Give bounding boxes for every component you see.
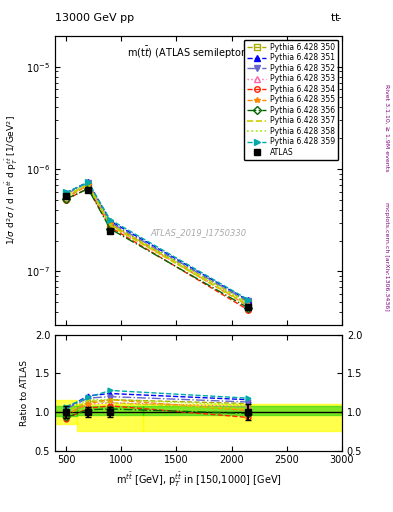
- Pythia 6.428 356: [246, 305, 250, 311]
- Line: Pythia 6.428 351: Pythia 6.428 351: [63, 179, 251, 303]
- Pythia 6.428 355: [86, 182, 90, 188]
- Line: Pythia 6.428 355: Pythia 6.428 355: [63, 183, 251, 309]
- Pythia 6.428 358: [246, 300, 250, 306]
- Pythia 6.428 356: [108, 226, 112, 232]
- Line: Pythia 6.428 352: Pythia 6.428 352: [63, 180, 251, 304]
- Pythia 6.428 358: [108, 221, 112, 227]
- Y-axis label: 1/$\sigma$ d$^2\sigma$ / d m$^{t\bar{t}}$ d p$_T^{t\bar{t}}$ [1/GeV$^2$]: 1/$\sigma$ d$^2\sigma$ / d m$^{t\bar{t}}…: [4, 116, 20, 245]
- Pythia 6.428 356: [64, 196, 68, 202]
- Pythia 6.428 355: [108, 221, 112, 227]
- Y-axis label: Ratio to ATLAS: Ratio to ATLAS: [20, 360, 29, 426]
- Pythia 6.428 356: [86, 186, 90, 192]
- Pythia 6.428 354: [64, 197, 68, 203]
- Pythia 6.428 359: [108, 217, 112, 223]
- Line: Pythia 6.428 357: Pythia 6.428 357: [66, 184, 248, 305]
- Line: Pythia 6.428 359: Pythia 6.428 359: [63, 180, 251, 302]
- Pythia 6.428 351: [108, 218, 112, 224]
- Text: Rivet 3.1.10, ≥ 1.9M events: Rivet 3.1.10, ≥ 1.9M events: [384, 84, 389, 172]
- Pythia 6.428 351: [64, 190, 68, 196]
- Pythia 6.428 352: [108, 220, 112, 226]
- X-axis label: m$^{t\bar{t}}$ [GeV], p$_T^{t\bar{t}}$ in [150,1000] [GeV]: m$^{t\bar{t}}$ [GeV], p$_T^{t\bar{t}}$ i…: [116, 471, 281, 489]
- Pythia 6.428 354: [108, 224, 112, 230]
- Pythia 6.428 354: [246, 307, 250, 313]
- Line: Pythia 6.428 354: Pythia 6.428 354: [63, 185, 251, 313]
- Line: Pythia 6.428 358: Pythia 6.428 358: [66, 184, 248, 303]
- Line: Pythia 6.428 353: Pythia 6.428 353: [63, 183, 251, 307]
- Pythia 6.428 355: [246, 303, 250, 309]
- Pythia 6.428 357: [246, 302, 250, 308]
- Pythia 6.428 359: [86, 179, 90, 185]
- Pythia 6.428 358: [86, 181, 90, 187]
- Text: m(t$\bar{t}$) (ATLAS semileptonic t$\bar{t}$): m(t$\bar{t}$) (ATLAS semileptonic t$\bar…: [127, 45, 270, 60]
- Pythia 6.428 359: [64, 189, 68, 196]
- Pythia 6.428 353: [246, 301, 250, 307]
- Pythia 6.428 353: [86, 183, 90, 189]
- Pythia 6.428 350: [108, 221, 112, 227]
- Pythia 6.428 353: [64, 193, 68, 199]
- Pythia 6.428 350: [86, 182, 90, 188]
- Text: mcplots.cern.ch [arXiv:1306.3436]: mcplots.cern.ch [arXiv:1306.3436]: [384, 202, 389, 310]
- Text: ATLAS_2019_I1750330: ATLAS_2019_I1750330: [151, 228, 246, 237]
- Pythia 6.428 357: [86, 181, 90, 187]
- Pythia 6.428 351: [86, 179, 90, 185]
- Text: 13000 GeV pp: 13000 GeV pp: [55, 13, 134, 23]
- Pythia 6.428 354: [86, 185, 90, 191]
- Pythia 6.428 357: [108, 223, 112, 229]
- Line: Pythia 6.428 356: Pythia 6.428 356: [63, 186, 251, 311]
- Legend: Pythia 6.428 350, Pythia 6.428 351, Pythia 6.428 352, Pythia 6.428 353, Pythia 6: Pythia 6.428 350, Pythia 6.428 351, Pyth…: [244, 39, 338, 160]
- Pythia 6.428 358: [64, 191, 68, 198]
- Pythia 6.428 352: [64, 191, 68, 197]
- Pythia 6.428 355: [64, 194, 68, 200]
- Pythia 6.428 352: [246, 298, 250, 304]
- Text: tt$\bar{}$: tt$\bar{}$: [330, 11, 342, 23]
- Pythia 6.428 350: [246, 299, 250, 305]
- Line: Pythia 6.428 350: Pythia 6.428 350: [63, 182, 251, 305]
- Pythia 6.428 357: [64, 194, 68, 200]
- Pythia 6.428 352: [86, 180, 90, 186]
- Pythia 6.428 353: [108, 223, 112, 229]
- Pythia 6.428 350: [64, 195, 68, 201]
- Pythia 6.428 359: [246, 296, 250, 303]
- Pythia 6.428 351: [246, 297, 250, 304]
